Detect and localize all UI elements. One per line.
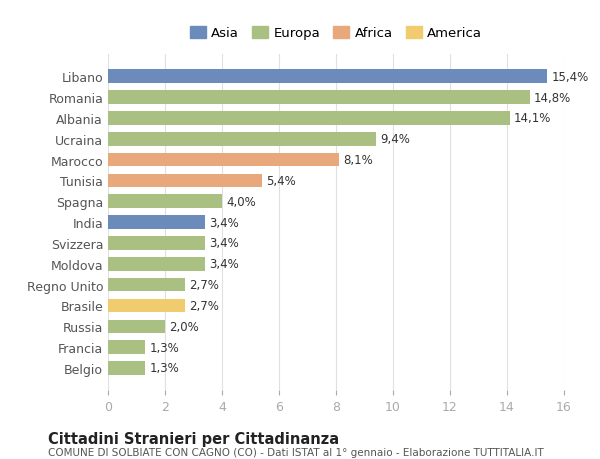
Text: 3,4%: 3,4% bbox=[209, 257, 239, 271]
Bar bbox=[108, 174, 262, 188]
Bar bbox=[108, 133, 376, 146]
Text: 14,1%: 14,1% bbox=[514, 112, 551, 125]
Bar bbox=[108, 112, 510, 125]
Text: 9,4%: 9,4% bbox=[380, 133, 410, 146]
Text: COMUNE DI SOLBIATE CON CAGNO (CO) - Dati ISTAT al 1° gennaio - Elaborazione TUTT: COMUNE DI SOLBIATE CON CAGNO (CO) - Dati… bbox=[48, 448, 544, 458]
Bar bbox=[108, 195, 222, 208]
Bar bbox=[108, 299, 185, 313]
Bar bbox=[108, 237, 205, 250]
Bar bbox=[108, 341, 145, 354]
Text: 14,8%: 14,8% bbox=[534, 91, 571, 104]
Text: 8,1%: 8,1% bbox=[343, 154, 373, 167]
Text: 15,4%: 15,4% bbox=[551, 71, 589, 84]
Bar bbox=[108, 361, 145, 375]
Bar bbox=[108, 257, 205, 271]
Bar bbox=[108, 216, 205, 230]
Text: 5,4%: 5,4% bbox=[266, 174, 296, 188]
Text: 2,0%: 2,0% bbox=[169, 320, 199, 333]
Text: 3,4%: 3,4% bbox=[209, 237, 239, 250]
Text: 1,3%: 1,3% bbox=[149, 362, 179, 375]
Text: 1,3%: 1,3% bbox=[149, 341, 179, 354]
Bar bbox=[108, 278, 185, 292]
Text: 3,4%: 3,4% bbox=[209, 216, 239, 229]
Text: Cittadini Stranieri per Cittadinanza: Cittadini Stranieri per Cittadinanza bbox=[48, 431, 339, 447]
Bar bbox=[108, 91, 530, 105]
Bar bbox=[108, 320, 165, 333]
Text: 2,7%: 2,7% bbox=[189, 279, 219, 291]
Text: 2,7%: 2,7% bbox=[189, 299, 219, 312]
Legend: Asia, Europa, Africa, America: Asia, Europa, Africa, America bbox=[185, 22, 487, 45]
Bar bbox=[108, 153, 339, 167]
Text: 4,0%: 4,0% bbox=[226, 196, 256, 208]
Bar bbox=[108, 70, 547, 84]
